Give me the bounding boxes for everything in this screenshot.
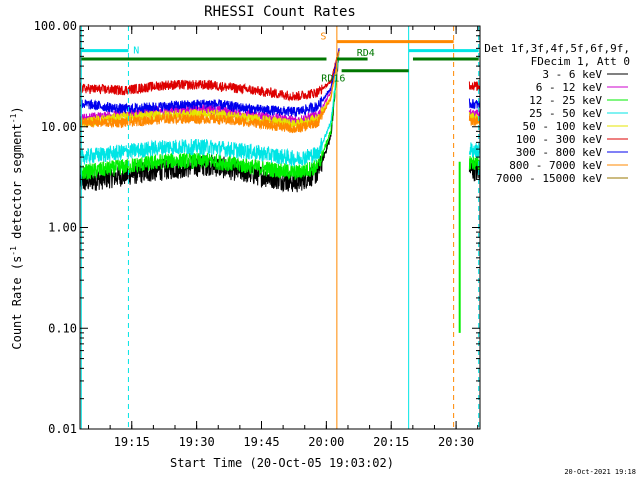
series-line-6 <box>80 48 340 117</box>
y-axis-label-mid: detector segment <box>10 123 24 246</box>
flag-label: RD4 <box>357 48 375 59</box>
chart-title: RHESSI Count Rates <box>204 4 356 20</box>
legend-label: 12 - 25 keV <box>529 94 602 107</box>
legend-header-line-2: FDecim 1, Att 0 <box>531 55 630 68</box>
x-tick-label: 19:15 <box>114 435 150 449</box>
series-line-3 <box>80 49 340 167</box>
flag-label: N <box>133 46 139 57</box>
flag-label: RD16 <box>321 74 345 85</box>
legend-label: 25 - 50 keV <box>529 107 602 120</box>
series-line-3 <box>468 142 480 159</box>
x-tick-label: 20:15 <box>373 435 409 449</box>
series-line-2 <box>80 51 340 181</box>
y-tick-label: 0.10 <box>48 321 77 335</box>
series-line-5 <box>80 49 340 102</box>
flag-label: S <box>320 32 326 43</box>
legend-label: 3 - 6 keV <box>542 68 602 81</box>
series-line-0 <box>80 51 340 193</box>
series-line-7 <box>468 115 480 126</box>
series-line-2 <box>468 155 480 172</box>
legend-label: 50 - 100 keV <box>523 120 603 133</box>
legend: Det 1f,3f,4f,5f,6f,9f, FDecim 1, Att 0 3… <box>484 42 630 185</box>
y-axis-label-main: Count Rate (s <box>10 256 24 350</box>
y-axis-label-sup-1: -1 <box>9 246 18 256</box>
legend-label: 100 - 300 keV <box>516 133 602 146</box>
x-tick-label: 19:45 <box>243 435 279 449</box>
x-axis: 19:15 19:30 19:45 20:00 20:15 20:30 <box>88 26 479 449</box>
y-axis-label-end: ) <box>10 106 24 113</box>
legend-header-line-1: Det 1f,3f,4f,5f,6f,9f, <box>484 42 630 55</box>
legend-label: 800 - 7000 keV <box>509 159 602 172</box>
y-axis-label: Count Rate (s-1 detector segment-1) <box>9 106 24 349</box>
timestamp: 20-Oct-2021 19:18 <box>564 468 636 476</box>
series-line-5 <box>468 81 480 91</box>
series-layer <box>80 48 480 333</box>
x-tick-label: 19:30 <box>179 435 215 449</box>
series-line-4 <box>468 112 480 124</box>
series-line-6 <box>468 98 480 110</box>
flag-layer: N S RD4 RD16 <box>81 32 479 85</box>
x-tick-label: 20:00 <box>308 435 344 449</box>
legend-label: 7000 - 15000 keV <box>496 172 602 185</box>
y-tick-label: 10.00 <box>41 120 77 134</box>
series-line-4 <box>80 50 340 129</box>
x-tick-label: 20:30 <box>438 435 474 449</box>
y-axis-label-sup-2: -1 <box>9 113 18 123</box>
y-axis: 0.01 0.10 1.00 10.00 100.00 <box>34 19 480 436</box>
y-tick-label: 100.00 <box>34 19 77 33</box>
series-line-7 <box>80 50 340 134</box>
y-tick-label: 1.00 <box>48 221 77 235</box>
legend-label: 300 - 800 keV <box>516 146 602 159</box>
y-tick-label: 0.01 <box>48 422 77 436</box>
x-axis-label: Start Time (20-Oct-05 19:03:02) <box>170 456 394 470</box>
legend-label: 6 - 12 keV <box>536 81 603 94</box>
